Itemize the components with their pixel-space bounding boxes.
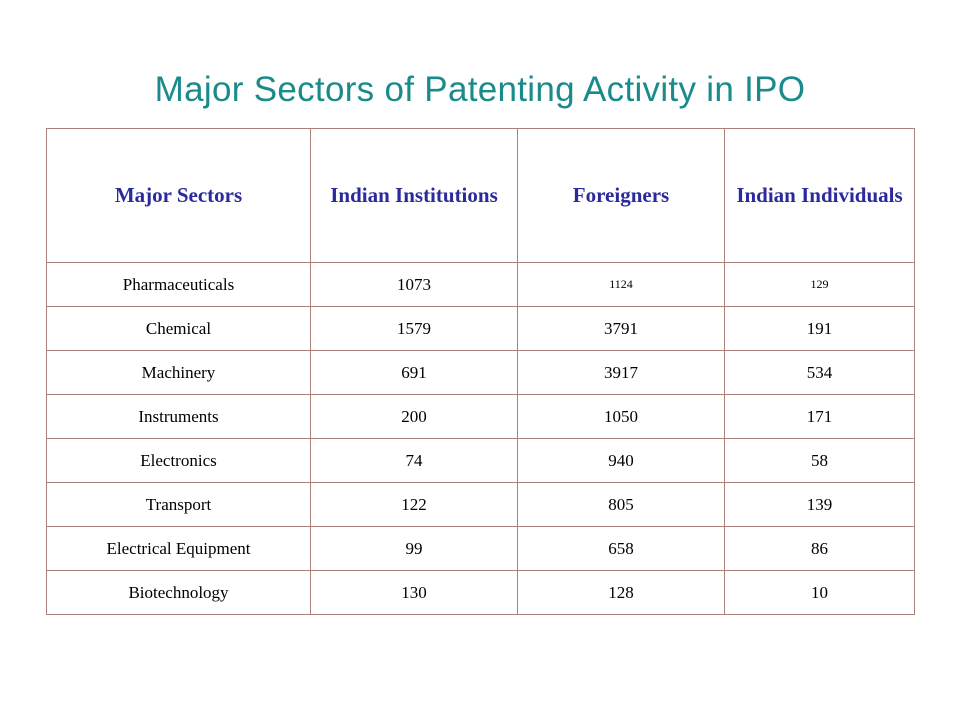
table-row: Instruments 200 1050 171	[46, 394, 915, 439]
table-row: Machinery 691 3917 534	[46, 350, 915, 395]
indian-institutions-count: 1073	[310, 262, 518, 307]
foreigners-count: 1050	[517, 394, 725, 439]
header-row: Major Sectors Indian Institutions Foreig…	[46, 128, 915, 263]
indian-individuals-count: 58	[724, 438, 915, 483]
sector-name: Electronics	[46, 438, 311, 483]
indian-institutions-count: 74	[310, 438, 518, 483]
header-foreigners: Foreigners	[517, 128, 725, 263]
foreigners-count: 128	[517, 570, 725, 615]
foreigners-count: 658	[517, 526, 725, 571]
indian-individuals-count: 191	[724, 306, 915, 351]
table-row: Transport 122 805 139	[46, 482, 915, 527]
sector-name: Pharmaceuticals	[46, 262, 311, 307]
sector-name: Instruments	[46, 394, 311, 439]
indian-individuals-count: 171	[724, 394, 915, 439]
slide-title: Major Sectors of Patenting Activity in I…	[154, 70, 806, 109]
table-row: Electronics 74 940 58	[46, 438, 915, 483]
indian-individuals-count: 86	[724, 526, 915, 571]
foreigners-count: 805	[517, 482, 725, 527]
indian-institutions-count: 691	[310, 350, 518, 395]
indian-institutions-count: 130	[310, 570, 518, 615]
header-major-sectors: Major Sectors	[46, 128, 311, 263]
patent-sectors-table: Major Sectors Indian Institutions Foreig…	[46, 128, 915, 615]
foreigners-count: 940	[517, 438, 725, 483]
table-row: Chemical 1579 3791 191	[46, 306, 915, 351]
table-row: Electrical Equipment 99 658 86	[46, 526, 915, 571]
header-indian-institutions: Indian Institutions	[310, 128, 518, 263]
sector-name: Chemical	[46, 306, 311, 351]
sector-name: Transport	[46, 482, 311, 527]
header-indian-individuals: Indian Individuals	[724, 128, 915, 263]
indian-individuals-count: 10	[724, 570, 915, 615]
sector-name: Machinery	[46, 350, 311, 395]
indian-individuals-count: 139	[724, 482, 915, 527]
foreigners-count: 3791	[517, 306, 725, 351]
sector-name: Electrical Equipment	[46, 526, 311, 571]
indian-institutions-count: 1579	[310, 306, 518, 351]
indian-institutions-count: 200	[310, 394, 518, 439]
foreigners-count: 3917	[517, 350, 725, 395]
indian-institutions-count: 122	[310, 482, 518, 527]
indian-individuals-count: 534	[724, 350, 915, 395]
indian-individuals-count: 129	[724, 262, 915, 307]
indian-institutions-count: 99	[310, 526, 518, 571]
table-row: Pharmaceuticals 1073 1124 129	[46, 262, 915, 307]
table-row: Biotechnology 130 128 10	[46, 570, 915, 615]
sector-name: Biotechnology	[46, 570, 311, 615]
foreigners-count: 1124	[517, 262, 725, 307]
